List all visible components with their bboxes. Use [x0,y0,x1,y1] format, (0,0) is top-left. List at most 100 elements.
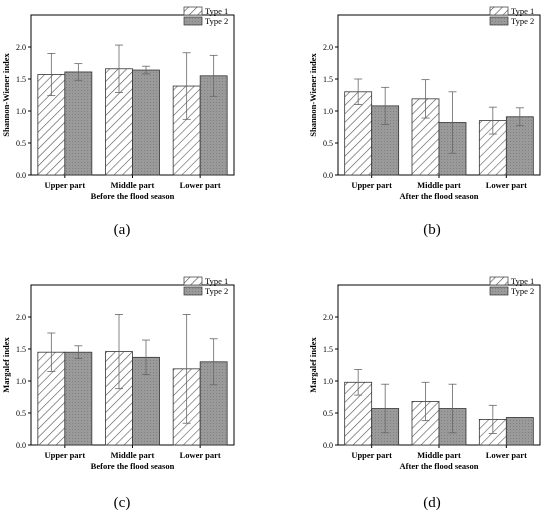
error-bar [115,314,123,390]
error-bar [448,91,457,154]
y-tick-label: 1.0 [323,107,333,116]
error-bar [381,86,390,125]
error-bar [448,383,457,434]
y-tick-label: 2.0 [16,313,26,322]
legend-swatch-type1 [489,276,509,286]
y-axis-label: Margalef index [308,337,318,393]
legend-swatch-type1 [489,6,509,16]
chart-panel-1: 0.0 0.5 1.0 1.5 2.0 Shannon-Wiener index Upper… [1,6,235,201]
error-bar [74,345,83,360]
y-tick-label: 1.5 [16,345,26,354]
bar-type2 [64,351,93,446]
chart-panel-4: 0.0 0.5 1.0 1.5 2.0 Margalef index Upper part M… [308,276,541,471]
panel-caption-c: (c) [113,495,131,511]
legend-swatch-type2 [183,286,203,296]
legend-label-type1: Type 1 [205,6,228,16]
chart-panel-2: 0.0 0.5 1.0 1.5 2.0 Shannon-Wiener index Upper… [308,6,541,201]
bar-type1 [344,91,373,176]
x-tick-label: Upper part [44,450,85,460]
error-bar [209,338,218,386]
error-bar [381,383,390,434]
legend-swatch-type2 [183,16,203,26]
legend-label-type2: Type 2 [511,16,534,26]
y-tick-label: 2.0 [323,313,333,322]
error-bar [354,369,363,396]
y-tick-label: 0.5 [323,409,333,418]
legend-swatch-type1 [183,276,203,286]
y-axis-label: Shannon-Wiener index [1,52,11,136]
legend-label-type2: Type 2 [511,286,534,296]
legend-swatch-type2 [489,16,509,26]
legend-label-type1: Type 1 [511,6,534,16]
legend-swatch-type1 [183,6,203,16]
legend-swatch-type2 [489,286,509,296]
bar-type2 [505,417,534,446]
y-axis-label: Shannon-Wiener index [308,52,318,136]
error-bar [209,54,218,97]
legend-label-type2: Type 2 [205,286,228,296]
error-bar [488,106,497,135]
error-bar [115,44,123,93]
x-tick-label: Lower part [486,450,527,460]
bar-type2 [199,75,228,176]
y-tick-label: 0.0 [323,441,333,450]
x-tick-label: Middle part [417,450,461,460]
error-bar [354,78,363,105]
y-tick-label: 0.5 [16,409,26,418]
error-bar [515,107,524,127]
bar-type1 [105,68,133,176]
error-bar [47,332,56,372]
bar-type2 [64,71,93,176]
x-axis-title: Before the flood season [91,461,175,471]
x-axis-title: After the flood season [400,461,479,471]
y-tick-label: 0.5 [16,139,26,148]
y-tick-label: 1.0 [16,107,26,116]
y-tick-label: 0.0 [323,171,333,180]
y-tick-label: 2.0 [16,43,26,52]
error-bar [182,52,191,120]
error-bar [142,65,150,75]
y-tick-label: 1.5 [323,345,333,354]
y-tick-label: 0.0 [16,171,26,180]
legend-label-type1: Type 1 [511,276,534,286]
x-tick-label: Middle part [111,180,155,190]
error-bar [421,381,430,422]
x-tick-label: Middle part [111,450,155,460]
error-bar [182,314,191,424]
y-tick-label: 0.0 [16,441,26,450]
x-tick-label: Middle part [417,180,461,190]
bar-type2 [132,69,160,176]
x-axis-title: Before the flood season [91,191,175,201]
legend-label-type2: Type 2 [205,16,228,26]
x-tick-label: Upper part [44,180,85,190]
error-bar [47,53,56,97]
panel-caption-a: (a) [113,222,131,238]
legend-label-type1: Type 1 [205,276,228,286]
x-tick-label: Lower part [180,450,221,460]
panel-caption-d: (d) [423,495,441,511]
chart-panel-3: 0.0 0.5 1.0 1.5 2.0 Margalef index Upper part M… [1,276,235,471]
y-axis-label: Margalef index [1,337,11,393]
x-tick-label: Lower part [486,180,527,190]
y-tick-label: 1.0 [323,377,333,386]
x-tick-label: Upper part [351,180,392,190]
error-bar [142,339,150,376]
panel-caption-b: (b) [423,222,441,238]
y-tick-label: 1.5 [16,75,26,84]
y-tick-label: 1.5 [323,75,333,84]
bar-type2 [505,116,534,176]
error-bar [421,79,430,119]
error-bar [488,404,497,434]
x-axis-title: After the flood season [400,191,479,201]
x-tick-label: Upper part [351,450,392,460]
y-tick-label: 0.5 [323,139,333,148]
y-tick-label: 1.0 [16,377,26,386]
x-tick-label: Lower part [180,180,221,190]
error-bar [74,63,83,81]
